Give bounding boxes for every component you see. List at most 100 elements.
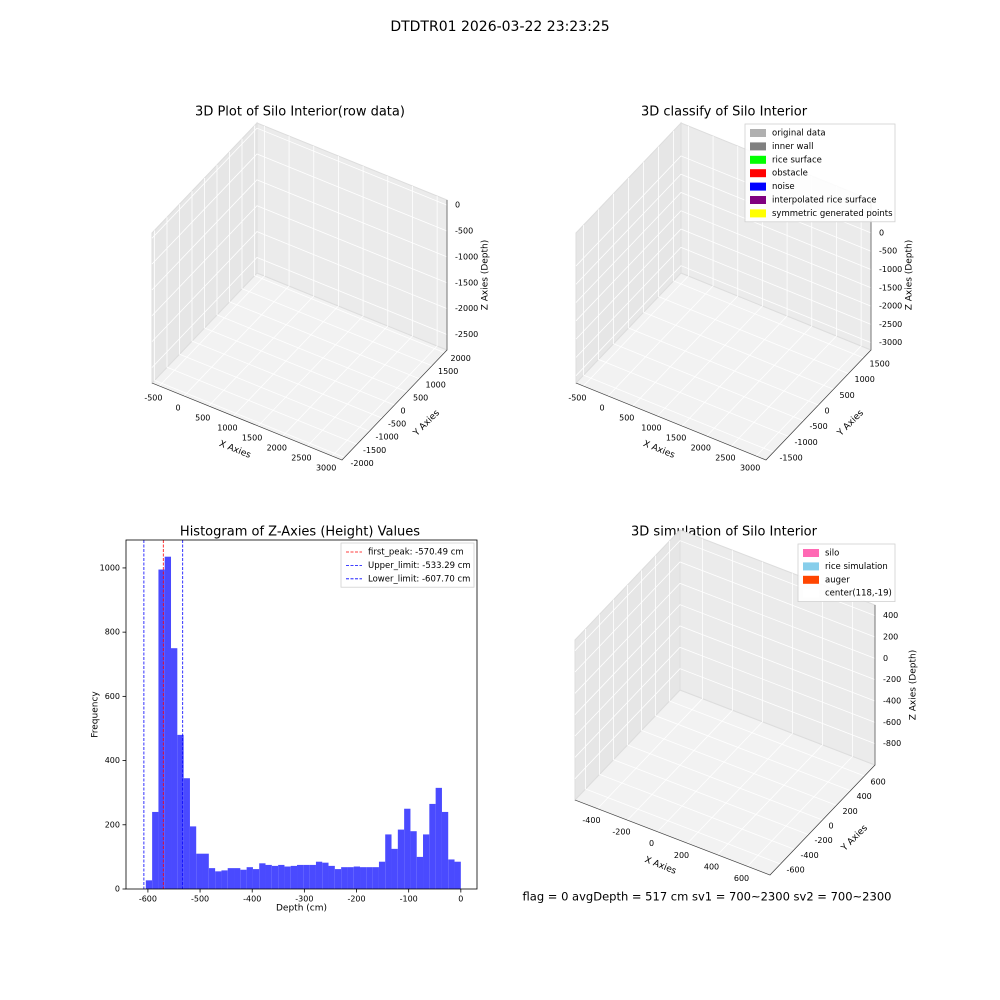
x-tick-label: 500 (619, 414, 634, 423)
x-tick-label: -400 (582, 816, 600, 825)
chart-title: 3D classify of Silo Interior (641, 105, 808, 120)
grid-line (254, 125, 445, 353)
y-tick-label: 600 (105, 692, 120, 701)
legend-label: silo (825, 549, 839, 559)
grid-line (154, 230, 345, 458)
bar (448, 859, 455, 889)
grid-line (574, 625, 876, 737)
x-tick-label: 3000 (740, 464, 760, 473)
bar (429, 803, 436, 889)
bar (423, 834, 430, 889)
x-tick-label: 0 (176, 404, 181, 413)
bar (183, 778, 190, 889)
y-axis-label: Y Axies (411, 408, 442, 439)
grid-line (151, 205, 448, 317)
grid-line (575, 246, 872, 358)
bar (441, 811, 449, 889)
legend-patch (750, 142, 766, 151)
legend-box (340, 542, 475, 588)
z-axis-label: Z Axies (Depth) (909, 650, 919, 721)
grid-line (574, 604, 876, 715)
grid-line (575, 192, 872, 303)
figure-title: DTDTR01 2026-03-22 23:23:25 (390, 19, 609, 35)
grid-line (755, 196, 862, 457)
y-tick-label: -1000 (795, 438, 818, 447)
y-tick-label: 0 (115, 885, 120, 894)
bar (315, 861, 323, 889)
z-tick-label: -3000 (879, 338, 902, 347)
legend-label: first_peak: -570.49 cm (368, 548, 464, 558)
bar (145, 880, 153, 889)
grid-line (151, 257, 448, 368)
y-tick-label: 500 (413, 393, 428, 402)
legend-label: inner wall (772, 142, 813, 152)
bar (366, 867, 373, 889)
grid-line (613, 193, 804, 422)
grid-line (179, 204, 370, 432)
bar (353, 866, 361, 889)
z-tick-label: 400 (883, 611, 898, 620)
y-tick-label: -1500 (363, 446, 386, 455)
z-axis-label: Z Axies (Depth) (481, 240, 491, 311)
legend-patch (803, 549, 819, 557)
z-tick-label: -1000 (879, 265, 902, 274)
y-tick-label: 200 (105, 820, 120, 829)
x-tick-label: 1500 (666, 434, 686, 443)
bar (404, 808, 411, 889)
grid-line (216, 164, 408, 393)
grid-line (229, 151, 420, 380)
x-tick-label: -200 (347, 895, 365, 904)
grid-line (307, 186, 413, 447)
grid-line (607, 136, 714, 397)
grid-line (233, 156, 339, 417)
bar (435, 787, 442, 889)
legend-patch (803, 562, 819, 571)
axis-line (575, 200, 872, 461)
grid-line (575, 228, 872, 340)
grid-line (159, 126, 265, 387)
x-tick-label: -400 (243, 895, 261, 904)
y-tick-label: 500 (840, 391, 855, 400)
bar (290, 865, 298, 889)
legend-patch (803, 589, 819, 598)
grid-line (204, 178, 395, 406)
bar (341, 867, 348, 889)
grid-line (331, 196, 438, 457)
bar (189, 826, 197, 889)
x-tick-label: 2500 (291, 454, 311, 463)
grid-line (598, 209, 789, 437)
bar (240, 869, 247, 889)
grid-line (628, 178, 819, 406)
grid-line (191, 191, 383, 419)
x-tick-label: -100 (400, 895, 418, 904)
x-tick-label: -500 (568, 394, 586, 403)
y-tick-label: -400 (801, 851, 819, 860)
y-tick-label: -1500 (780, 454, 803, 463)
x-tick-label: 200 (674, 851, 689, 860)
x-tick-label: -500 (144, 394, 162, 403)
legend-label: rice simulation (825, 562, 888, 572)
z-tick-label: -800 (883, 739, 901, 748)
legend-label: rice surface (772, 155, 822, 165)
z-tick-label: 0 (879, 228, 884, 237)
grid-line (257, 166, 364, 427)
legend-label: center(118,-19) (825, 589, 892, 599)
bar (158, 569, 165, 889)
y-tick-label: 0 (825, 407, 830, 416)
grid-line (658, 146, 849, 374)
bar (152, 811, 159, 889)
grid-line (151, 179, 448, 291)
bar (278, 864, 285, 889)
grid-line (241, 138, 433, 367)
grid-line (643, 162, 834, 390)
x-axis-label: Depth (cm) (276, 904, 327, 914)
grid-line (632, 146, 739, 407)
z-tick-label: 0 (883, 654, 888, 663)
x-tick-label: 3000 (316, 464, 336, 473)
bar (271, 865, 279, 889)
x-tick-label: 2500 (715, 454, 735, 463)
z-tick-label: -500 (879, 247, 897, 256)
y-tick-label: -200 (815, 836, 833, 845)
legend-label: noise (772, 182, 795, 192)
